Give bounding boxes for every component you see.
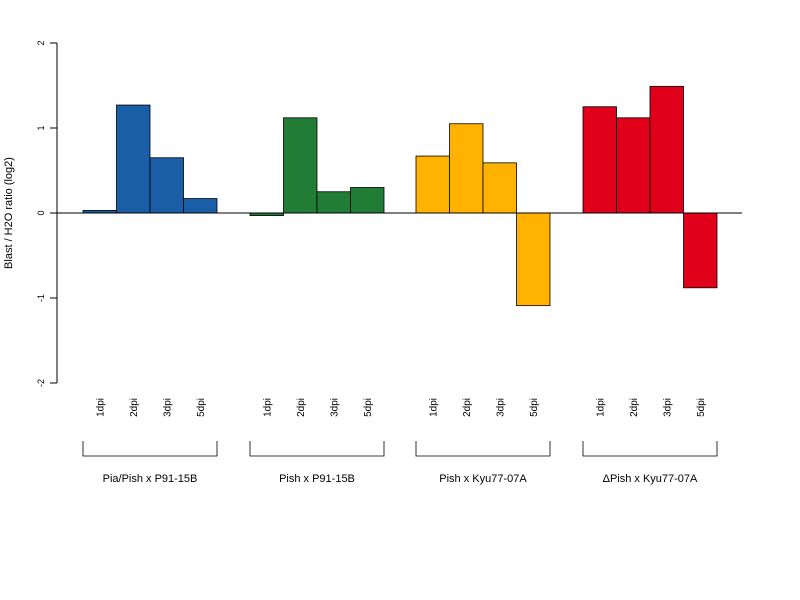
bars — [82, 85, 718, 307]
category-label: 2dpi — [296, 398, 307, 417]
group-bracket — [415, 441, 551, 457]
category-label: 3dpi — [162, 398, 173, 417]
category-label: 2dpi — [129, 398, 140, 417]
category-labels: 1dpi 2dpi 3dpi 5dpi 1dpi 2dpi 3dpi 5dpi 1dpi 2dpi… — [95, 398, 707, 417]
bar-3-2dpi — [449, 123, 484, 214]
y-tick-label: -1 — [36, 294, 46, 302]
category-label: 2dpi — [629, 398, 640, 417]
y-tick-label: -2 — [36, 379, 46, 387]
group-bracket — [249, 441, 385, 457]
category-label: 3dpi — [495, 398, 506, 417]
category-label: 5dpi — [196, 398, 207, 417]
category-label: 1dpi — [428, 398, 439, 417]
group-bracket — [82, 441, 218, 457]
group-label: Pish x P91-15B — [279, 473, 355, 485]
group-brackets: Pia/Pish x P91-15B Pish x P91-15B Pish x K… — [82, 441, 718, 485]
bar-3-3dpi — [482, 162, 517, 214]
bar-2-3dpi — [316, 191, 351, 214]
group-label: Pish x Kyu77-07A — [439, 473, 527, 485]
category-label: 5dpi — [529, 398, 540, 417]
category-label: 5dpi — [696, 398, 707, 417]
bar-3-1dpi — [415, 155, 450, 214]
bar-3-5dpi — [516, 212, 551, 307]
y-tick-label: 0 — [36, 210, 46, 215]
bar-4-2dpi — [616, 117, 651, 214]
bar-1-5dpi — [183, 198, 218, 214]
category-label: 1dpi — [95, 398, 106, 417]
bar-2-5dpi — [350, 187, 385, 214]
bar-2-2dpi — [283, 117, 318, 214]
y-axis: -2 -1 0 1 2 — [36, 40, 58, 387]
bar-4-1dpi — [582, 106, 617, 214]
category-label: 3dpi — [662, 398, 673, 417]
group-bracket — [582, 441, 718, 457]
bar-4-3dpi — [649, 85, 684, 214]
category-label: 1dpi — [595, 398, 606, 417]
category-label: 2dpi — [462, 398, 473, 417]
category-label: 5dpi — [363, 398, 374, 417]
group-label: ΔPish x Kyu77-07A — [603, 473, 698, 485]
bar-1-3dpi — [149, 157, 184, 214]
y-tick-label: 1 — [36, 125, 46, 130]
y-axis-title: Blast / H2O ratio (log2) — [3, 157, 15, 269]
category-label: 1dpi — [262, 398, 273, 417]
y-tick-label: 2 — [36, 40, 46, 45]
group-label: Pia/Pish x P91-15B — [103, 473, 198, 485]
bar-1-2dpi — [116, 104, 151, 214]
bar-4-5dpi — [683, 212, 718, 289]
category-label: 3dpi — [329, 398, 340, 417]
